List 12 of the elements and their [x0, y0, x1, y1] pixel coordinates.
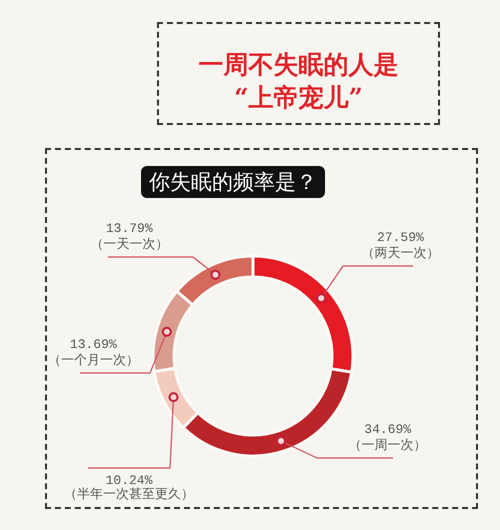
- chart-subtitle: 你失眠的频率是？: [141, 166, 325, 198]
- data-label: 27.59%: [376, 230, 424, 245]
- data-label: 13.69%: [70, 337, 117, 352]
- data-label: 13.79%: [106, 221, 153, 236]
- data-label: 34.69%: [364, 422, 412, 437]
- slice-label: （半年一次甚至更久）: [64, 486, 194, 501]
- chart-title: 一周不失眠的人是 “上帝宠儿”: [198, 49, 400, 114]
- slice-label: （一天一次）: [90, 236, 168, 251]
- data-label: 10.24%: [106, 473, 153, 488]
- slice-label: （两天一次）: [361, 245, 440, 260]
- slice-label: （一个月一次）: [48, 352, 139, 367]
- slice-label: （一周一次）: [348, 437, 427, 452]
